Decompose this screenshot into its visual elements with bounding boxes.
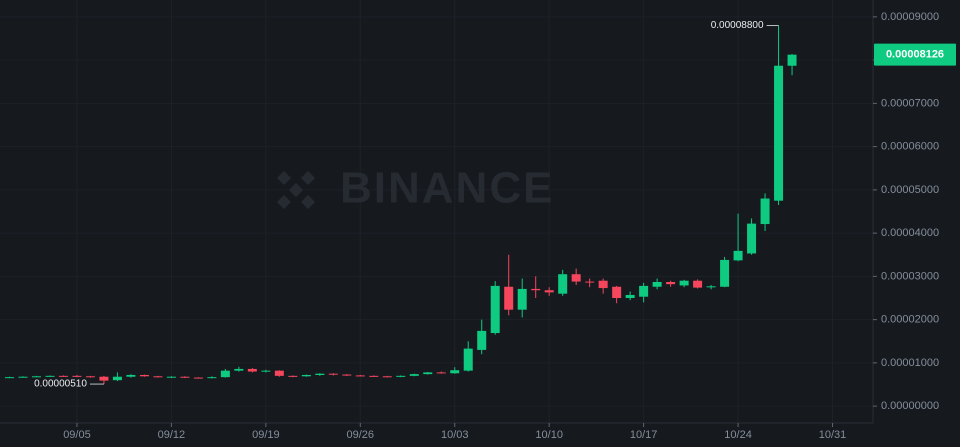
candle-body (787, 54, 797, 66)
y-tick-label: 0.00005000 (881, 184, 939, 196)
y-tick-label: 0.00009000 (881, 11, 939, 23)
candle-body (693, 280, 703, 288)
candle-body (288, 375, 298, 377)
candle-body (45, 375, 55, 377)
candle-body (612, 286, 622, 299)
candle-body (18, 376, 28, 378)
y-tick-label: 0.00003000 (881, 270, 939, 282)
candle-body (639, 285, 649, 297)
candle-body (328, 373, 338, 375)
y-tick-label: 0.00004000 (881, 227, 939, 239)
candle-body (423, 372, 433, 375)
high-marker-label: 0.00008800 (711, 20, 764, 31)
candle-body (180, 376, 190, 378)
low-marker-label: 0.00000510 (34, 379, 87, 390)
candle-body (369, 375, 379, 377)
candle-body (234, 368, 244, 371)
watermark-text: BINANCE (340, 164, 554, 213)
last-price-label: 0.00008126 (886, 49, 944, 61)
candle-body (396, 375, 406, 377)
candle-body (112, 376, 122, 381)
x-tick-label: 10/31 (819, 429, 847, 441)
candle-body (301, 374, 311, 377)
y-tick-label: 0.00002000 (881, 314, 939, 326)
watermark-logo (276, 170, 316, 210)
candle-body (126, 374, 136, 377)
x-tick-label: 10/17 (630, 429, 658, 441)
candle-body (99, 376, 109, 381)
x-tick-label: 10/10 (535, 429, 563, 441)
candles (4, 25, 797, 385)
candle-body (450, 370, 460, 374)
y-tick-label: 0.00000000 (881, 400, 939, 412)
candle-body (382, 376, 392, 378)
x-tick-label: 10/03 (441, 429, 469, 441)
candle-body (666, 282, 676, 285)
candle-body (652, 282, 662, 287)
y-tick-label: 0.00001000 (881, 357, 939, 369)
last-price-tag (874, 43, 956, 66)
candle-body (477, 330, 487, 350)
candle-body (315, 373, 325, 375)
candle-body (679, 280, 689, 286)
candle-body (409, 374, 419, 376)
x-tick-label: 09/05 (63, 429, 91, 441)
candle-body (544, 290, 554, 293)
candle-body (166, 376, 176, 378)
candle-body (706, 286, 716, 288)
candle-body (598, 280, 608, 289)
grid (0, 0, 873, 423)
candle-body (355, 375, 365, 377)
candle-body (463, 348, 473, 371)
candle-body (490, 285, 500, 334)
candle-body (558, 274, 568, 294)
candle-body (220, 370, 230, 378)
candle-body (733, 250, 743, 261)
candle-body (625, 294, 635, 299)
candle-body (247, 368, 257, 372)
candle-body (747, 223, 757, 254)
candle-body (274, 370, 284, 376)
candle-body (72, 375, 82, 377)
candle-body (504, 286, 514, 310)
candle-body (585, 281, 595, 283)
candle-body (342, 374, 352, 376)
candle-body (720, 259, 730, 287)
candle-body (517, 288, 527, 310)
y-tick-label: 0.00007000 (881, 97, 939, 109)
y-tick-label: 0.00006000 (881, 141, 939, 153)
candle-body (261, 370, 271, 372)
candle-body (207, 377, 217, 379)
candle-body (4, 377, 14, 379)
candle-body (774, 65, 784, 201)
x-tick-label: 10/24 (724, 429, 752, 441)
candle-body (58, 375, 68, 377)
candle-body (193, 377, 203, 379)
candle-body (31, 376, 41, 378)
candle-body (436, 372, 446, 374)
x-tick-label: 09/12 (158, 429, 186, 441)
candle-body (571, 274, 581, 282)
candle-body (85, 376, 95, 378)
x-tick-label: 09/26 (347, 429, 375, 441)
candle-body (531, 288, 541, 291)
x-tick-label: 09/19 (252, 429, 280, 441)
candle-body (760, 198, 770, 225)
watermark: BINANCE (276, 164, 554, 213)
candle-body (139, 374, 149, 377)
candle-body (153, 376, 163, 378)
